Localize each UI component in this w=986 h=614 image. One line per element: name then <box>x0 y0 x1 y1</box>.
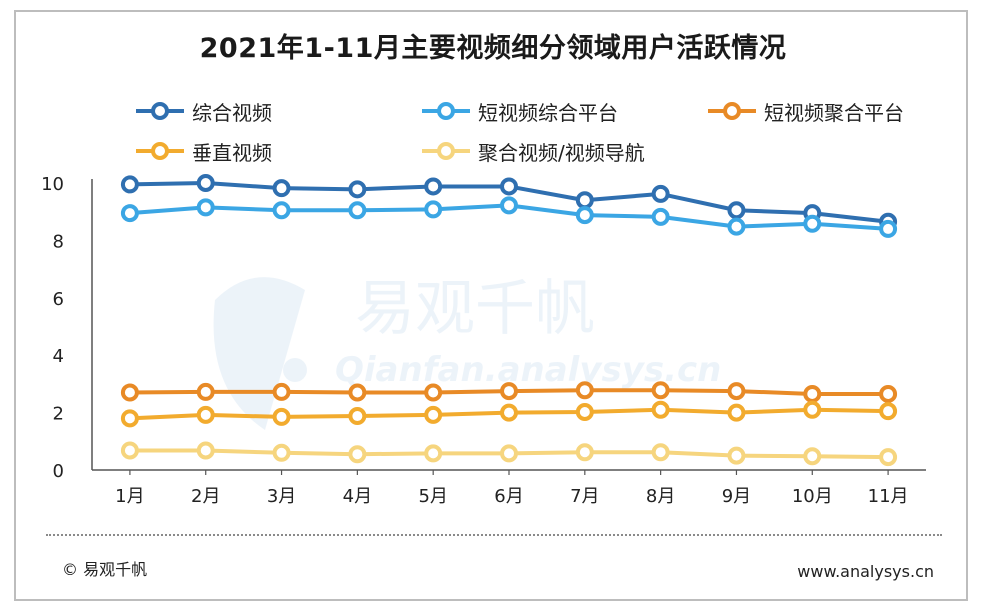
legend-item-series-0: 综合视频 <box>134 98 272 125</box>
chart-axes: 0 2 4 6 8 10 1月 2月 3月 4月 5月 6月 7月 8月 9月 10月 11月 <box>41 174 926 507</box>
data-point <box>727 446 746 465</box>
data-point <box>727 217 746 236</box>
data-point <box>575 381 594 400</box>
legend-label: 聚合视频/视频导航 <box>478 140 645 165</box>
copyright-text: © 易观千帆 <box>62 560 148 579</box>
data-point <box>424 405 443 424</box>
data-point <box>196 382 215 401</box>
data-point <box>727 403 746 422</box>
data-point <box>196 441 215 460</box>
legend-item-series-3: 垂直视频 <box>134 138 272 165</box>
legend-swatch-series-0 <box>136 102 184 120</box>
data-point <box>500 177 518 196</box>
data-point <box>424 200 443 219</box>
data-point <box>120 175 139 194</box>
x-tick-label: 9月 <box>722 486 751 507</box>
data-point <box>575 443 594 462</box>
data-point <box>803 384 822 403</box>
legend-label: 短视频聚合平台 <box>764 100 904 125</box>
series-1 <box>120 196 898 238</box>
x-tick-label: 5月 <box>418 486 447 507</box>
legend-swatch-series-1 <box>422 102 470 120</box>
legend-swatch-series-3 <box>136 142 184 160</box>
data-point <box>348 201 367 220</box>
footer-divider <box>46 534 942 536</box>
chart-frame <box>14 10 968 601</box>
data-point <box>500 444 518 463</box>
data-point <box>424 383 443 402</box>
legend-item-series-4: 聚合视频/视频导航 <box>420 138 645 165</box>
x-tick-label: 11月 <box>868 486 909 507</box>
website-text: www.analysys.cn <box>797 562 934 581</box>
data-point <box>424 444 443 463</box>
data-point <box>803 214 822 233</box>
legend-item-series-1: 短视频综合平台 <box>420 98 618 125</box>
data-point <box>272 407 291 426</box>
y-tick-label: 4 <box>53 346 64 367</box>
data-point <box>348 383 367 402</box>
data-point <box>120 409 139 428</box>
series-0 <box>120 174 898 231</box>
x-tick-label: 7月 <box>570 486 599 507</box>
data-point <box>196 198 215 217</box>
data-point <box>500 382 518 401</box>
x-tick-label: 3月 <box>267 486 296 507</box>
x-tick-label: 10月 <box>792 486 833 507</box>
y-tick-label: 2 <box>53 404 64 425</box>
data-point <box>575 191 594 210</box>
data-point <box>651 207 670 226</box>
legend-label: 短视频综合平台 <box>478 100 618 125</box>
data-point <box>500 403 518 422</box>
y-tick-label: 10 <box>41 174 64 195</box>
data-point <box>803 400 822 419</box>
data-point <box>879 402 898 421</box>
y-tick-label: 8 <box>53 231 64 252</box>
data-point <box>879 448 898 467</box>
x-tick-label: 4月 <box>343 486 372 507</box>
data-point <box>575 403 594 422</box>
data-point <box>272 179 291 198</box>
series-layer <box>120 174 898 467</box>
data-point <box>500 196 518 215</box>
legend-item-series-2: 短视频聚合平台 <box>706 98 904 125</box>
data-point <box>727 201 746 220</box>
series-3 <box>120 400 898 428</box>
data-point <box>803 447 822 466</box>
data-point <box>120 204 139 223</box>
data-point <box>120 441 139 460</box>
x-tick-label: 6月 <box>494 486 523 507</box>
data-point <box>272 382 291 401</box>
series-4 <box>120 441 898 467</box>
data-point <box>651 381 670 400</box>
data-point <box>651 443 670 462</box>
data-point <box>651 400 670 419</box>
chart-title: 2021年1-11月主要视频细分领域用户活跃情况 <box>199 33 787 64</box>
x-tick-label: 2月 <box>191 486 220 507</box>
legend-swatch-series-4 <box>422 142 470 160</box>
y-tick-label: 0 <box>53 461 64 482</box>
series-2 <box>120 381 898 403</box>
data-point <box>879 384 898 403</box>
legend-label: 垂直视频 <box>192 140 272 165</box>
data-point <box>348 445 367 464</box>
data-point <box>196 174 215 192</box>
legend-label: 综合视频 <box>192 100 272 125</box>
legend-swatch-series-2 <box>708 102 756 120</box>
data-point <box>727 382 746 401</box>
data-point <box>348 407 367 426</box>
x-tick-label: 1月 <box>115 486 144 507</box>
x-tick-label: 8月 <box>646 486 675 507</box>
data-point <box>879 219 898 238</box>
data-point <box>272 201 291 220</box>
data-point <box>196 405 215 424</box>
data-point <box>120 383 139 402</box>
data-point <box>424 177 443 196</box>
data-point <box>575 206 594 225</box>
y-tick-label: 6 <box>53 289 64 310</box>
data-point <box>272 443 291 462</box>
data-point <box>651 184 670 203</box>
data-point <box>348 180 367 199</box>
